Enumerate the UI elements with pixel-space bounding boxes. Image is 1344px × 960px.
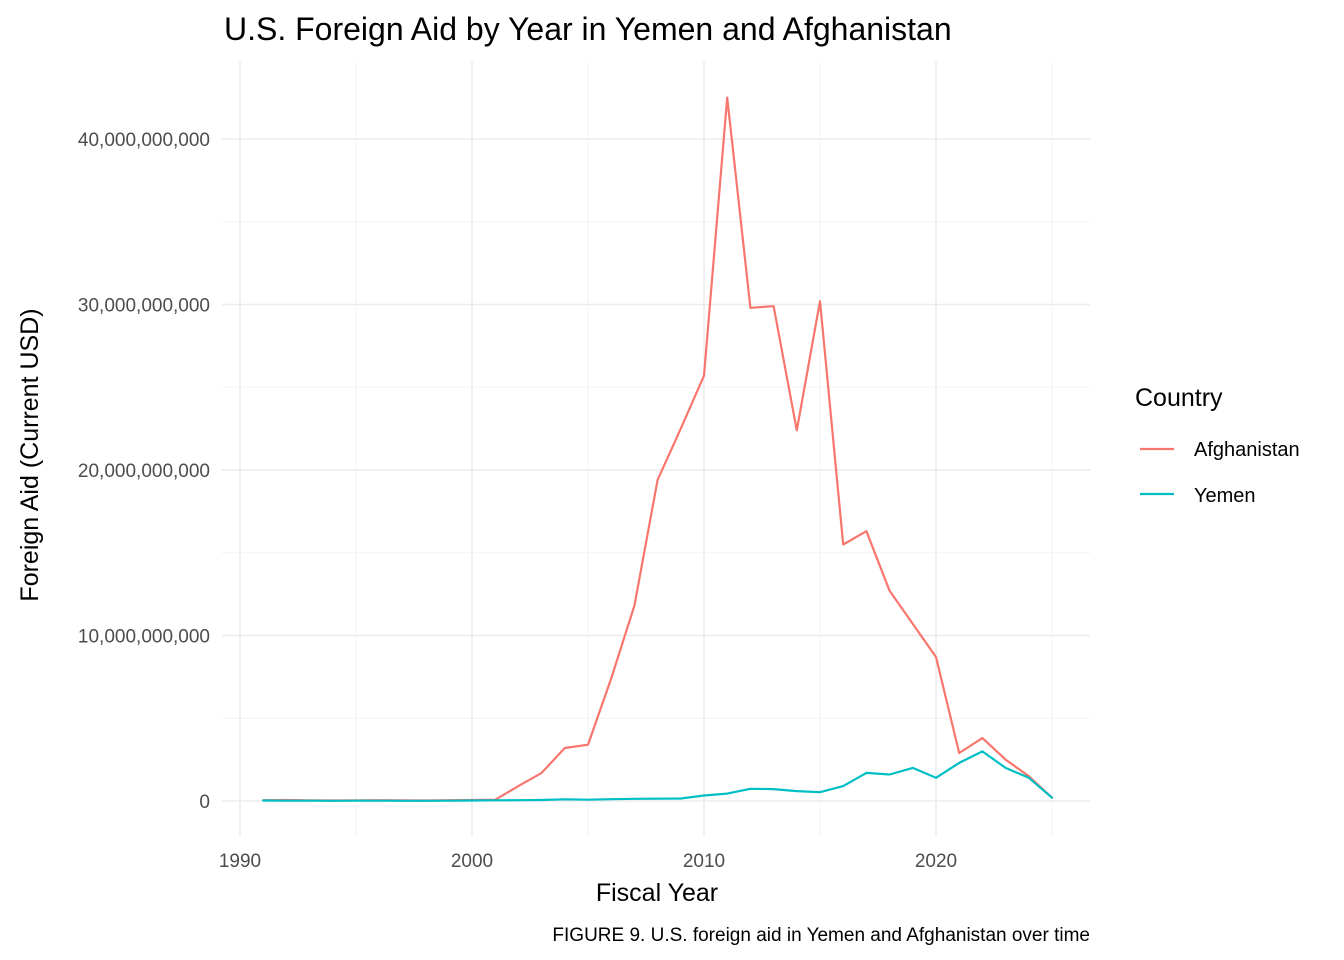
y-tick-label: 0	[199, 792, 210, 813]
series-layer	[262, 96, 1054, 802]
x-axis-title: Fiscal Year	[596, 879, 718, 907]
legend: Country Afghanistan Yemen	[1135, 384, 1300, 507]
x-tick-label: 1990	[219, 851, 261, 872]
y-tick-labels: 0 10,000,000,000 20,000,000,000 30,000,000,…	[78, 130, 210, 813]
y-tick-label: 40,000,000,000	[78, 130, 210, 151]
series-line-afghanistan	[262, 96, 1054, 802]
figure-caption: FIGURE 9. U.S. foreign aid in Yemen and …	[552, 925, 1090, 946]
y-axis-title: Foreign Aid (Current USD)	[16, 308, 44, 601]
x-tick-label: 2010	[683, 851, 725, 872]
legend-title: Country	[1135, 384, 1223, 412]
legend-label-yemen: Yemen	[1194, 485, 1256, 507]
grid	[222, 62, 1090, 835]
series-line-yemen	[262, 750, 1054, 802]
y-tick-label: 20,000,000,000	[78, 461, 210, 482]
legend-label-afghanistan: Afghanistan	[1194, 439, 1300, 461]
x-tick-label: 2000	[451, 851, 493, 872]
chart-title: U.S. Foreign Aid by Year in Yemen and Af…	[224, 11, 952, 47]
y-tick-label: 30,000,000,000	[78, 296, 210, 317]
x-tick-labels: 1990 2000 2010 2020	[219, 851, 957, 872]
x-tick-label: 2020	[915, 851, 957, 872]
y-tick-label: 10,000,000,000	[78, 627, 210, 648]
